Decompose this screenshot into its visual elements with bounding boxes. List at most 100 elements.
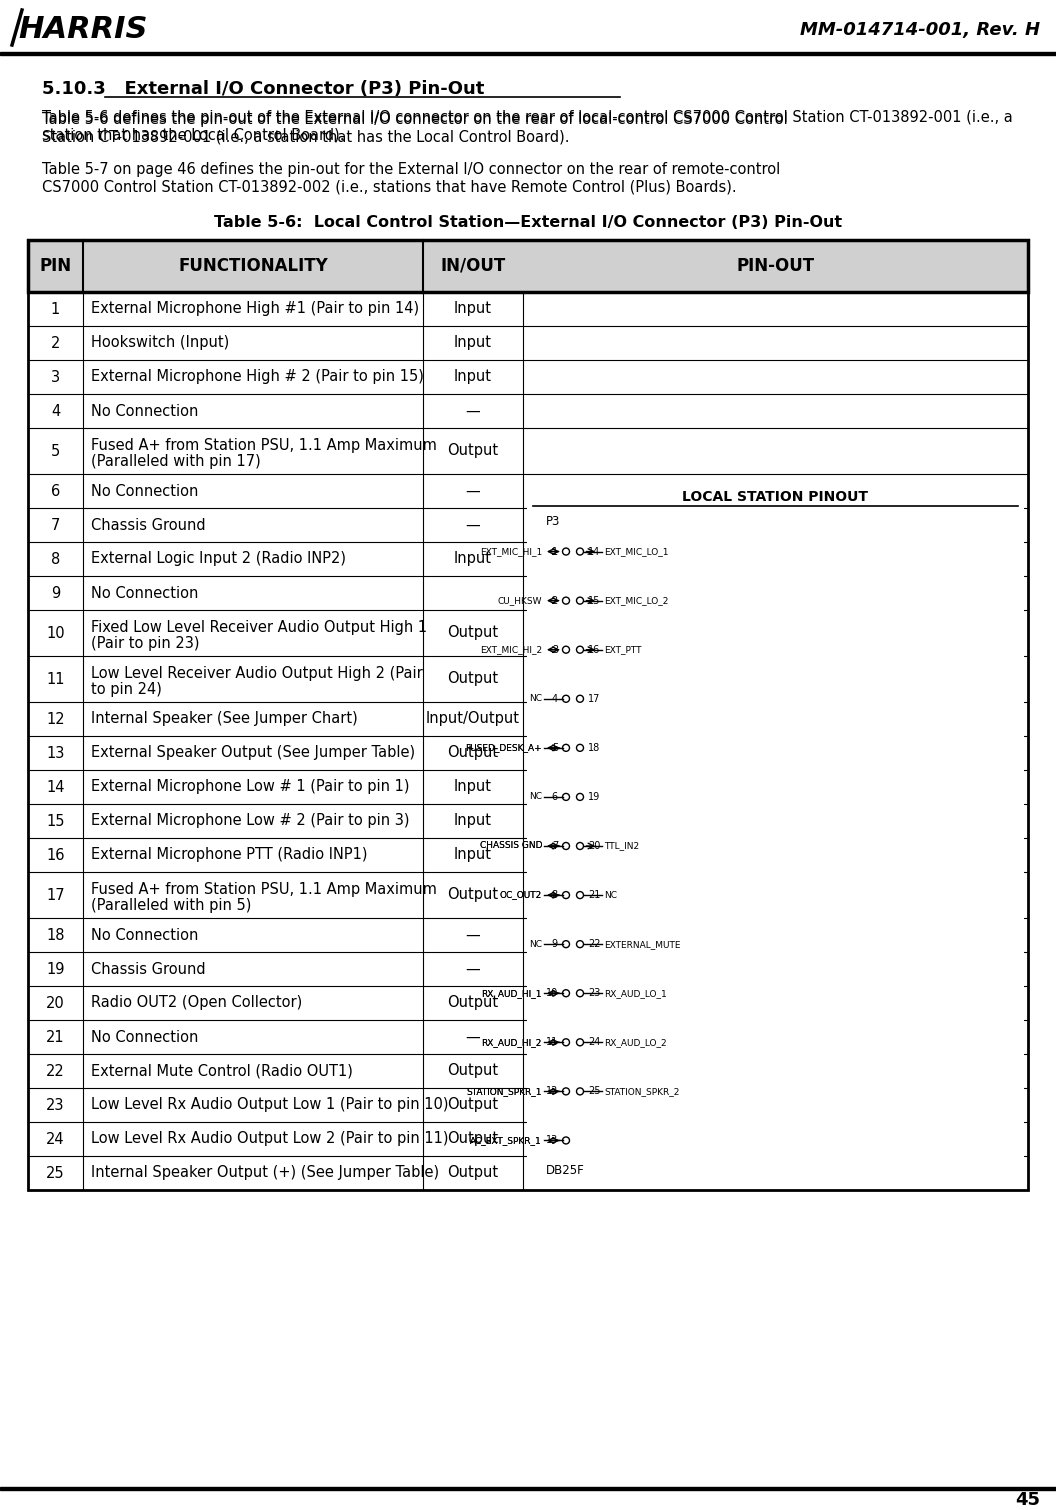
Text: 13: 13 <box>46 746 64 761</box>
Text: 5: 5 <box>551 743 558 753</box>
Text: Output: Output <box>448 1166 498 1181</box>
Text: 10: 10 <box>546 988 558 998</box>
Text: 20: 20 <box>46 995 64 1010</box>
Text: RX_AUD_HI_2: RX_AUD_HI_2 <box>482 1037 542 1046</box>
Circle shape <box>563 596 569 604</box>
Text: 7: 7 <box>551 841 558 852</box>
Text: 8: 8 <box>51 551 60 566</box>
Text: 45: 45 <box>1015 1490 1040 1508</box>
Text: 3: 3 <box>51 370 60 385</box>
Bar <box>0 51 1056 54</box>
Text: Output: Output <box>448 625 498 640</box>
Circle shape <box>563 695 569 702</box>
Bar <box>29 326 1027 359</box>
Text: External Microphone Low # 1 (Pair to pin 1): External Microphone Low # 1 (Pair to pin… <box>91 779 410 794</box>
Circle shape <box>577 548 584 556</box>
Bar <box>29 427 1027 474</box>
Text: Fused A+ from Station PSU, 1.1 Amp Maximum: Fused A+ from Station PSU, 1.1 Amp Maxim… <box>91 882 437 897</box>
Bar <box>29 291 1027 326</box>
Text: 10: 10 <box>46 625 64 640</box>
Text: HARRIS: HARRIS <box>18 15 148 44</box>
Text: 15: 15 <box>46 814 64 829</box>
Text: RX_AUD_LO_2: RX_AUD_LO_2 <box>604 1037 666 1046</box>
Text: 13: 13 <box>546 1136 558 1146</box>
Text: AC_EXT_SPKR_1: AC_EXT_SPKR_1 <box>470 1136 542 1145</box>
Text: —: — <box>466 518 480 533</box>
Text: 24: 24 <box>588 1037 601 1048</box>
Text: External Logic Input 2 (Radio INP2): External Logic Input 2 (Radio INP2) <box>91 551 346 566</box>
Text: Input: Input <box>454 335 492 350</box>
Text: 15: 15 <box>588 595 601 606</box>
Text: RX_AUD_LO_1: RX_AUD_LO_1 <box>604 989 666 998</box>
Text: EXT_MIC_LO_2: EXT_MIC_LO_2 <box>604 596 668 606</box>
Text: RX_AUD_HI_1: RX_AUD_HI_1 <box>482 989 542 998</box>
Text: 23: 23 <box>46 1098 64 1113</box>
Circle shape <box>577 989 584 997</box>
Text: P3: P3 <box>546 515 561 528</box>
Circle shape <box>577 843 584 850</box>
Text: Table 5-6 defines the pin-out of the External I/O connector on the rear of local: Table 5-6 defines the pin-out of the Ext… <box>42 110 1013 142</box>
Text: Low Level Rx Audio Output Low 1 (Pair to pin 10): Low Level Rx Audio Output Low 1 (Pair to… <box>91 1098 449 1113</box>
Text: —: — <box>466 962 480 977</box>
Text: 19: 19 <box>46 962 64 977</box>
Text: Chassis Ground: Chassis Ground <box>91 518 206 533</box>
Bar <box>29 871 1027 918</box>
Bar <box>29 542 1027 575</box>
Text: —: — <box>466 1030 480 1045</box>
Text: IN/OUT: IN/OUT <box>440 257 506 275</box>
Text: 23: 23 <box>588 988 601 998</box>
Circle shape <box>577 793 584 800</box>
Text: No Connection: No Connection <box>91 927 199 942</box>
Text: FUSED_DESK_A+: FUSED_DESK_A+ <box>466 743 542 752</box>
Text: External Microphone High #1 (Pair to pin 14): External Microphone High #1 (Pair to pin… <box>91 302 419 317</box>
Text: No Connection: No Connection <box>91 403 199 418</box>
Text: NC: NC <box>529 793 542 802</box>
Text: Input/Output: Input/Output <box>426 711 520 726</box>
Text: External Speaker Output (See Jumper Table): External Speaker Output (See Jumper Tabl… <box>91 746 415 761</box>
Text: 2: 2 <box>51 335 60 350</box>
Text: External Mute Control (Radio OUT1): External Mute Control (Radio OUT1) <box>91 1063 353 1078</box>
Text: External Microphone Low # 2 (Pair to pin 3): External Microphone Low # 2 (Pair to pin… <box>91 814 410 829</box>
Circle shape <box>577 1087 584 1095</box>
Text: 5.10.3   External I/O Connector (P3) Pin-Out: 5.10.3 External I/O Connector (P3) Pin-O… <box>42 80 485 98</box>
Bar <box>29 610 1027 655</box>
Text: 17: 17 <box>588 693 601 704</box>
Text: FUNCTIONALITY: FUNCTIONALITY <box>178 257 327 275</box>
Bar <box>0 1487 1056 1490</box>
Text: STATION_SPKR_1: STATION_SPKR_1 <box>467 1087 542 1096</box>
Text: RX_AUD_HI_1: RX_AUD_HI_1 <box>482 989 542 998</box>
Text: CU_HKSW: CU_HKSW <box>497 596 542 606</box>
Text: 2: 2 <box>551 595 558 606</box>
Bar <box>29 1089 1027 1122</box>
Bar <box>29 507 1027 542</box>
Text: Output: Output <box>448 888 498 903</box>
Text: PIN-OUT: PIN-OUT <box>736 257 814 275</box>
Text: 21: 21 <box>588 889 601 900</box>
Bar <box>29 655 1027 702</box>
Bar <box>528 479 1023 1185</box>
Text: 12: 12 <box>546 1086 558 1096</box>
Text: 11: 11 <box>46 672 64 687</box>
Text: 6: 6 <box>552 791 558 802</box>
Text: Output: Output <box>448 672 498 687</box>
Text: 8: 8 <box>552 889 558 900</box>
Text: 17: 17 <box>46 888 64 903</box>
Text: Table 5-7 on page 46 defines the pin-out for the External I/O connector on the r: Table 5-7 on page 46 defines the pin-out… <box>42 162 780 177</box>
Text: Fixed Low Level Receiver Audio Output High 1: Fixed Low Level Receiver Audio Output Hi… <box>91 621 427 636</box>
Text: PIN: PIN <box>39 257 72 275</box>
Text: 6: 6 <box>51 483 60 498</box>
Circle shape <box>577 1039 584 1046</box>
Circle shape <box>563 989 569 997</box>
Text: OC_OUT2: OC_OUT2 <box>499 891 542 900</box>
Text: —: — <box>466 483 480 498</box>
Text: CHASSIS GND: CHASSIS GND <box>479 841 542 850</box>
Text: 7: 7 <box>51 518 60 533</box>
Circle shape <box>577 646 584 654</box>
Text: 16: 16 <box>588 645 600 655</box>
Text: Output: Output <box>448 444 498 459</box>
Bar <box>29 359 1027 394</box>
Text: External Microphone High # 2 (Pair to pin 15): External Microphone High # 2 (Pair to pi… <box>91 370 423 385</box>
Bar <box>29 986 1027 1019</box>
Text: STATION_SPKR_2: STATION_SPKR_2 <box>604 1087 679 1096</box>
Text: Station CT-013892-001 (i.e., a station that has the Local Control Board).: Station CT-013892-001 (i.e., a station t… <box>42 130 569 145</box>
